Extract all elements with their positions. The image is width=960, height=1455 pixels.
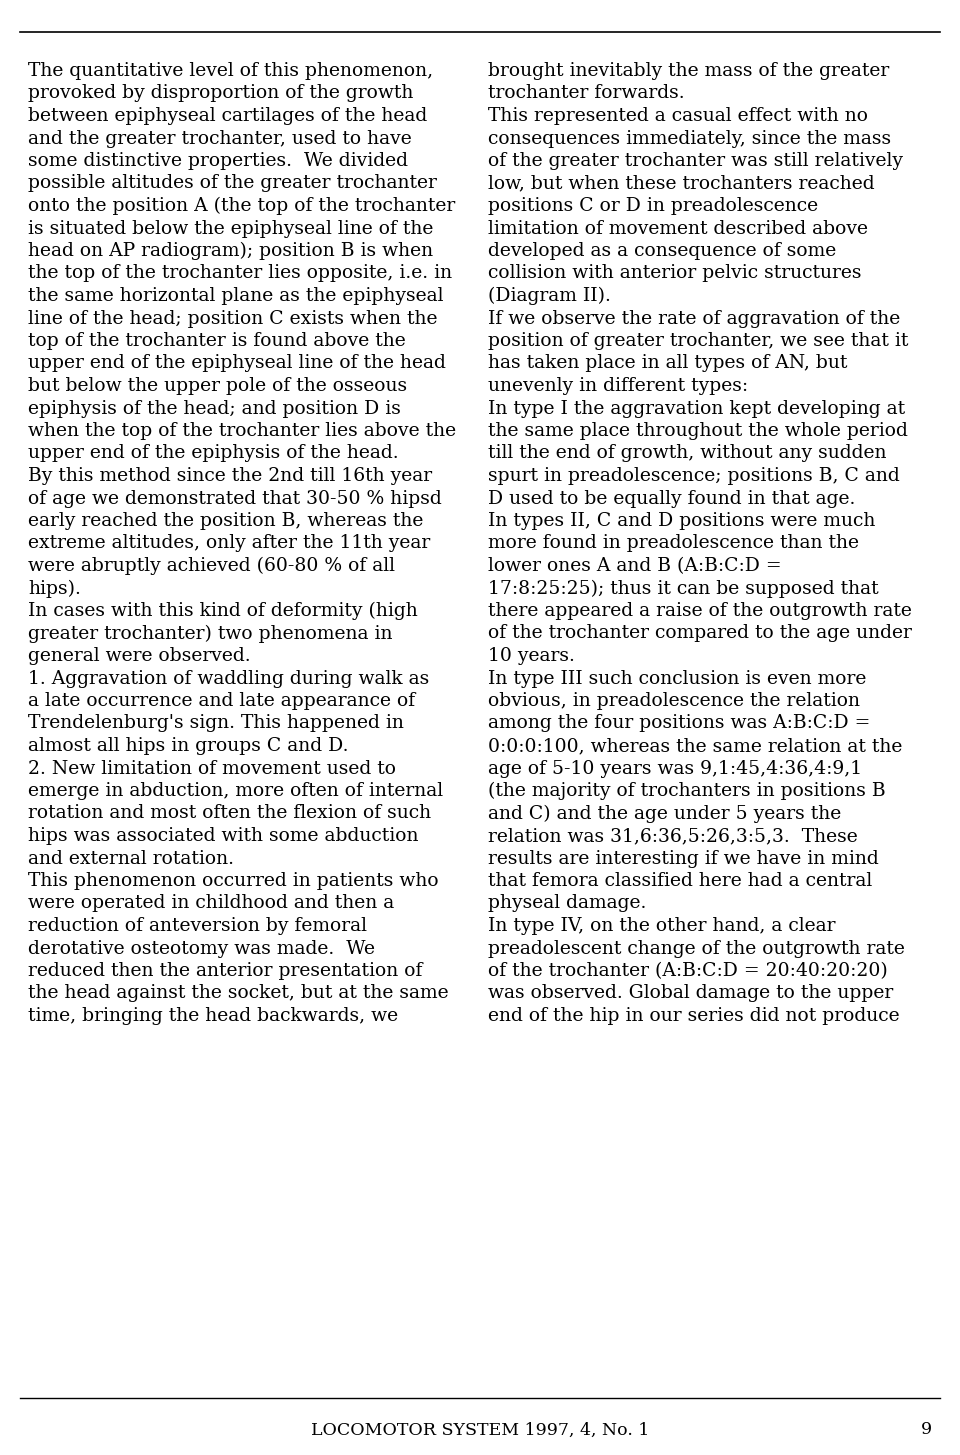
Text: reduced then the anterior presentation of: reduced then the anterior presentation o… — [28, 962, 422, 981]
Text: the head against the socket, but at the same: the head against the socket, but at the … — [28, 985, 448, 1002]
Text: the top of the trochanter lies opposite, i.e. in: the top of the trochanter lies opposite,… — [28, 265, 452, 282]
Text: position of greater trochanter, we see that it: position of greater trochanter, we see t… — [488, 332, 908, 351]
Text: In cases with this kind of deformity (high: In cases with this kind of deformity (hi… — [28, 602, 418, 620]
Text: trochanter forwards.: trochanter forwards. — [488, 84, 684, 102]
Text: were abruptly achieved (60-80 % of all: were abruptly achieved (60-80 % of all — [28, 557, 395, 575]
Text: greater trochanter) two phenomena in: greater trochanter) two phenomena in — [28, 624, 393, 643]
Text: is situated below the epiphyseal line of the: is situated below the epiphyseal line of… — [28, 220, 433, 237]
Text: the same place throughout the whole period: the same place throughout the whole peri… — [488, 422, 908, 439]
Text: spurt in preadolescence; positions B, C and: spurt in preadolescence; positions B, C … — [488, 467, 900, 485]
Text: extreme altitudes, only after the 11th year: extreme altitudes, only after the 11th y… — [28, 534, 430, 553]
Text: top of the trochanter is found above the: top of the trochanter is found above the — [28, 332, 406, 351]
Text: limitation of movement described above: limitation of movement described above — [488, 220, 868, 237]
Text: In type I the aggravation kept developing at: In type I the aggravation kept developin… — [488, 400, 905, 418]
Text: the same horizontal plane as the epiphyseal: the same horizontal plane as the epiphys… — [28, 287, 444, 306]
Text: obvious, in preadolescence the relation: obvious, in preadolescence the relation — [488, 693, 860, 710]
Text: epiphysis of the head; and position D is: epiphysis of the head; and position D is — [28, 400, 401, 418]
Text: collision with anterior pelvic structures: collision with anterior pelvic structure… — [488, 265, 861, 282]
Text: D used to be equally found in that age.: D used to be equally found in that age. — [488, 489, 855, 508]
Text: brought inevitably the mass of the greater: brought inevitably the mass of the great… — [488, 63, 889, 80]
Text: was observed. Global damage to the upper: was observed. Global damage to the upper — [488, 985, 893, 1002]
Text: (Diagram II).: (Diagram II). — [488, 287, 611, 306]
Text: a late occurrence and late appearance of: a late occurrence and late appearance of — [28, 693, 415, 710]
Text: has taken place in all types of AN, but: has taken place in all types of AN, but — [488, 355, 848, 372]
Text: early reached the position B, whereas the: early reached the position B, whereas th… — [28, 512, 423, 530]
Text: This phenomenon occurred in patients who: This phenomenon occurred in patients who — [28, 872, 439, 890]
Text: By this method since the 2nd till 16th year: By this method since the 2nd till 16th y… — [28, 467, 432, 485]
Text: of the trochanter (A:B:C:D = 20:40:20:20): of the trochanter (A:B:C:D = 20:40:20:20… — [488, 962, 888, 981]
Text: consequences immediately, since the mass: consequences immediately, since the mass — [488, 129, 891, 147]
Text: emerge in abduction, more often of internal: emerge in abduction, more often of inter… — [28, 781, 444, 800]
Text: preadolescent change of the outgrowth rate: preadolescent change of the outgrowth ra… — [488, 940, 905, 957]
Text: and the greater trochanter, used to have: and the greater trochanter, used to have — [28, 129, 412, 147]
Text: more found in preadolescence than the: more found in preadolescence than the — [488, 534, 859, 553]
Text: and C) and the age under 5 years the: and C) and the age under 5 years the — [488, 805, 841, 822]
Text: time, bringing the head backwards, we: time, bringing the head backwards, we — [28, 1007, 398, 1024]
Text: but below the upper pole of the osseous: but below the upper pole of the osseous — [28, 377, 407, 394]
Text: unevenly in different types:: unevenly in different types: — [488, 377, 748, 394]
Text: age of 5-10 years was 9,1:45,4:36,4:9,1: age of 5-10 years was 9,1:45,4:36,4:9,1 — [488, 760, 862, 777]
Text: If we observe the rate of aggravation of the: If we observe the rate of aggravation of… — [488, 310, 900, 327]
Text: line of the head; position C exists when the: line of the head; position C exists when… — [28, 310, 438, 327]
Text: rotation and most often the flexion of such: rotation and most often the flexion of s… — [28, 805, 431, 822]
Text: 9: 9 — [921, 1422, 932, 1439]
Text: physeal damage.: physeal damage. — [488, 895, 646, 912]
Text: In type IV, on the other hand, a clear: In type IV, on the other hand, a clear — [488, 917, 835, 936]
Text: 2. New limitation of movement used to: 2. New limitation of movement used to — [28, 760, 396, 777]
Text: when the top of the trochanter lies above the: when the top of the trochanter lies abov… — [28, 422, 456, 439]
Text: (the majority of trochanters in positions B: (the majority of trochanters in position… — [488, 781, 886, 800]
Text: and external rotation.: and external rotation. — [28, 850, 234, 867]
Text: derotative osteotomy was made.  We: derotative osteotomy was made. We — [28, 940, 375, 957]
Text: general were observed.: general were observed. — [28, 647, 251, 665]
Text: of age we demonstrated that 30-50 % hipsd: of age we demonstrated that 30-50 % hips… — [28, 489, 442, 508]
Text: upper end of the epiphyseal line of the head: upper end of the epiphyseal line of the … — [28, 355, 445, 372]
Text: 17:8:25:25); thus it can be supposed that: 17:8:25:25); thus it can be supposed tha… — [488, 579, 878, 598]
Text: developed as a consequence of some: developed as a consequence of some — [488, 242, 836, 260]
Text: there appeared a raise of the outgrowth rate: there appeared a raise of the outgrowth … — [488, 602, 912, 620]
Text: provoked by disproportion of the growth: provoked by disproportion of the growth — [28, 84, 414, 102]
Text: were operated in childhood and then a: were operated in childhood and then a — [28, 895, 395, 912]
Text: positions C or D in preadolescence: positions C or D in preadolescence — [488, 196, 818, 215]
Text: upper end of the epiphysis of the head.: upper end of the epiphysis of the head. — [28, 444, 398, 463]
Text: some distinctive properties.  We divided: some distinctive properties. We divided — [28, 151, 408, 170]
Text: onto the position A (the top of the trochanter: onto the position A (the top of the troc… — [28, 196, 455, 215]
Text: In type III such conclusion is even more: In type III such conclusion is even more — [488, 669, 866, 688]
Text: between epiphyseal cartilages of the head: between epiphyseal cartilages of the hea… — [28, 108, 427, 125]
Text: low, but when these trochanters reached: low, but when these trochanters reached — [488, 175, 875, 192]
Text: results are interesting if we have in mind: results are interesting if we have in mi… — [488, 850, 878, 867]
Text: hips was associated with some abduction: hips was associated with some abduction — [28, 826, 419, 845]
Text: LOCOMOTOR SYSTEM 1997, 4, No. 1: LOCOMOTOR SYSTEM 1997, 4, No. 1 — [311, 1422, 649, 1439]
Text: This represented a casual effect with no: This represented a casual effect with no — [488, 108, 868, 125]
Text: hips).: hips). — [28, 579, 81, 598]
Text: till the end of growth, without any sudden: till the end of growth, without any sudd… — [488, 444, 886, 463]
Text: 1. Aggravation of waddling during walk as: 1. Aggravation of waddling during walk a… — [28, 669, 429, 688]
Text: end of the hip in our series did not produce: end of the hip in our series did not pro… — [488, 1007, 900, 1024]
Text: of the greater trochanter was still relatively: of the greater trochanter was still rela… — [488, 151, 903, 170]
Text: of the trochanter compared to the age under: of the trochanter compared to the age un… — [488, 624, 912, 643]
Text: lower ones A and B (A:B:C:D =: lower ones A and B (A:B:C:D = — [488, 557, 781, 575]
Text: among the four positions was A:B:C:D =: among the four positions was A:B:C:D = — [488, 714, 871, 732]
Text: 10 years.: 10 years. — [488, 647, 575, 665]
Text: almost all hips in groups C and D.: almost all hips in groups C and D. — [28, 738, 348, 755]
Text: relation was 31,6:36,5:26,3:5,3.  These: relation was 31,6:36,5:26,3:5,3. These — [488, 826, 857, 845]
Text: possible altitudes of the greater trochanter: possible altitudes of the greater trocha… — [28, 175, 437, 192]
Text: Trendelenburg's sign. This happened in: Trendelenburg's sign. This happened in — [28, 714, 404, 732]
Text: In types II, C and D positions were much: In types II, C and D positions were much — [488, 512, 876, 530]
Text: reduction of anteversion by femoral: reduction of anteversion by femoral — [28, 917, 367, 936]
Text: The quantitative level of this phenomenon,: The quantitative level of this phenomeno… — [28, 63, 433, 80]
Text: 0:0:0:100, whereas the same relation at the: 0:0:0:100, whereas the same relation at … — [488, 738, 902, 755]
Text: that femora classified here had a central: that femora classified here had a centra… — [488, 872, 873, 890]
Text: head on AP radiogram); position B is when: head on AP radiogram); position B is whe… — [28, 242, 433, 260]
